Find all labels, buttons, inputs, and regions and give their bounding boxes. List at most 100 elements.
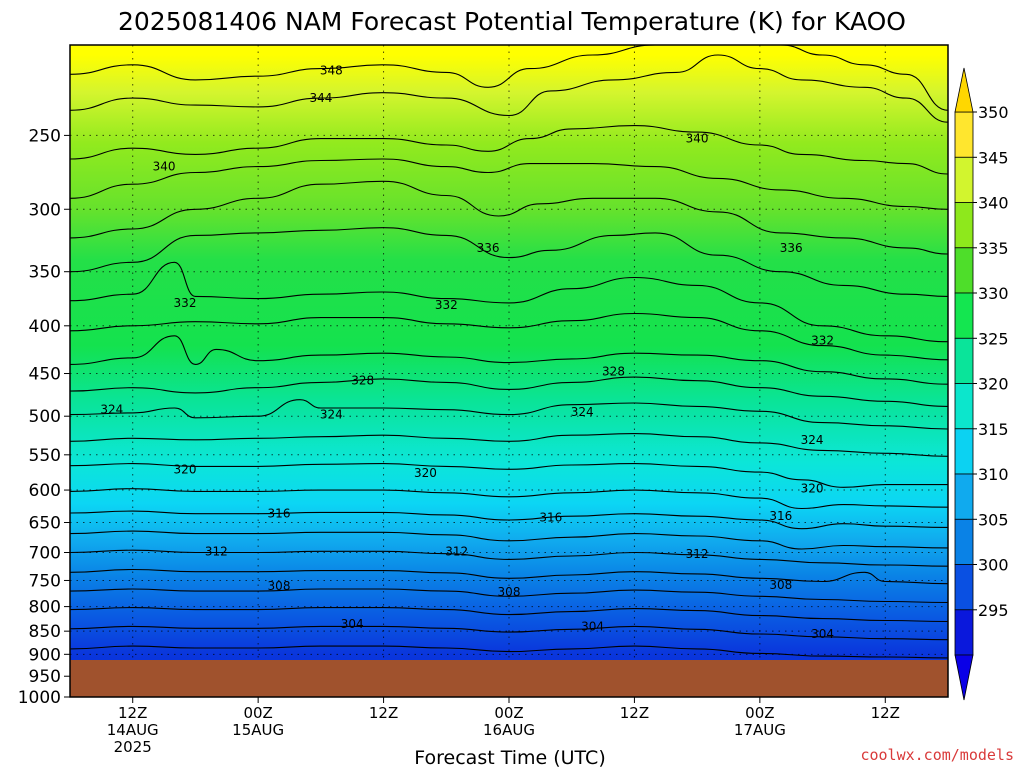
chart-title: 2025081406 NAM Forecast Potential Temper…: [118, 7, 906, 36]
colorbar-bin: [954, 383, 974, 430]
contour-lines: [70, 45, 948, 659]
contour-326: [70, 376, 948, 407]
y-tick-label: 350: [29, 263, 61, 283]
contour-label: 348: [320, 64, 343, 78]
contour-label: 316: [539, 511, 562, 525]
x-tick-label: 17AUG: [734, 721, 786, 739]
contour-label: 340: [686, 132, 709, 146]
colorbar-bin: [954, 428, 974, 475]
contour-label: 328: [602, 365, 625, 379]
contour-338: [70, 158, 948, 210]
colorbar-label: 315: [978, 420, 1009, 439]
contour-label: 324: [320, 408, 343, 422]
colorbar-label: 330: [978, 284, 1009, 303]
x-tick-label: 12Z: [369, 704, 398, 722]
credit-text: coolwx.com/models: [860, 746, 1014, 764]
y-tick-label: 750: [29, 571, 61, 591]
grid-lines: [70, 45, 948, 697]
x-tick-label: 12Z: [118, 704, 147, 722]
contour-label: 312: [205, 544, 228, 558]
contour-label: 324: [801, 433, 824, 447]
ground: [70, 660, 948, 697]
contour-308: [70, 588, 948, 604]
contour-label: 316: [769, 509, 792, 523]
contour-label: 304: [341, 617, 364, 631]
colorbar-bin: [954, 337, 974, 384]
contour-label: 308: [769, 578, 792, 592]
contour-320: [70, 463, 948, 488]
contour-label: 316: [268, 507, 291, 521]
x-tick-label: 00Z: [494, 704, 523, 722]
colorbar-label: 320: [978, 375, 1009, 394]
contour-label: 332: [811, 334, 834, 348]
colorbar: 350 345 340 335 330 325 320 315 310 305 300 295: [954, 67, 1009, 701]
contour-label: 304: [581, 619, 604, 633]
colorbar-label: 335: [978, 239, 1009, 258]
y-tick-label: 250: [29, 126, 61, 146]
contour-label: 308: [498, 585, 521, 599]
contour-340: [70, 125, 948, 175]
contour-348: [70, 45, 948, 111]
contour-336: [70, 180, 948, 255]
contour-label: 328: [351, 374, 374, 388]
colorbar-label: 350: [978, 103, 1009, 122]
y-tick-label: 600: [29, 481, 61, 501]
contour-302: [70, 645, 948, 659]
colorbar-bin: [954, 564, 974, 611]
contour-310: [70, 568, 948, 585]
contour-332: [70, 261, 948, 343]
x-tick-label: 16AUG: [483, 721, 535, 739]
x-tick-label: 12Z: [620, 704, 649, 722]
contour-334: [70, 227, 948, 297]
y-tick-label: 1000: [18, 688, 61, 708]
x-tick-label: 00Z: [243, 704, 272, 722]
contour-316: [70, 510, 948, 530]
contour-label: 308: [268, 579, 291, 593]
colorbar-label: 305: [978, 510, 1009, 529]
y-axis: 250 300 350 400 450 500 550 600 650 700 750 800 850 9…: [18, 126, 70, 708]
colorbar-bin: [954, 202, 974, 249]
contour-label: 324: [571, 405, 594, 419]
colorbar-label: 300: [978, 556, 1009, 575]
y-tick-label: 950: [29, 667, 61, 687]
colorbar-label: 345: [978, 148, 1009, 167]
x-axis-title: Forecast Time (UTC): [414, 747, 605, 768]
colorbar-bin: [954, 473, 974, 520]
plot-area: 348 344 340 340 336 336 332 332 332 328 328 324 324 3…: [70, 45, 948, 697]
contour-label: 320: [174, 462, 197, 476]
y-tick-label: 550: [29, 446, 61, 466]
colorbar-max-arrow: [954, 67, 974, 113]
contour-label: 340: [153, 160, 176, 174]
colorbar-bin: [954, 518, 974, 565]
contour-318: [70, 488, 948, 510]
contour-314: [70, 530, 948, 550]
colorbar-label: 295: [978, 601, 1009, 620]
contour-label: 324: [100, 403, 123, 417]
colorbar-bin: [954, 247, 974, 294]
contour-label: 304: [811, 627, 834, 641]
contour-label: 336: [780, 241, 803, 255]
y-tick-label: 500: [29, 407, 61, 427]
contour-label: 332: [174, 296, 197, 310]
y-tick-label: 800: [29, 598, 61, 618]
colorbar-bin: [954, 609, 974, 656]
contour-label: 312: [445, 544, 468, 558]
y-tick-label: 900: [29, 645, 61, 665]
colorbar-label: 310: [978, 465, 1009, 484]
y-tick-label: 650: [29, 513, 61, 533]
contour-328: [70, 335, 948, 385]
x-tick-label: 14AUG: [107, 721, 159, 739]
colorbar-bin: [954, 156, 974, 204]
colorbar-bin: [954, 111, 974, 158]
contour-label: 312: [686, 547, 709, 561]
x-tick-label: 15AUG: [232, 721, 284, 739]
x-tick-label: 00Z: [745, 704, 774, 722]
contour-330: [70, 312, 948, 361]
colorbar-label: 340: [978, 194, 1009, 213]
colorbar-min-arrow: [954, 654, 974, 701]
y-tick-label: 700: [29, 544, 61, 564]
contour-322: [70, 433, 948, 457]
contour-344: [70, 54, 948, 123]
